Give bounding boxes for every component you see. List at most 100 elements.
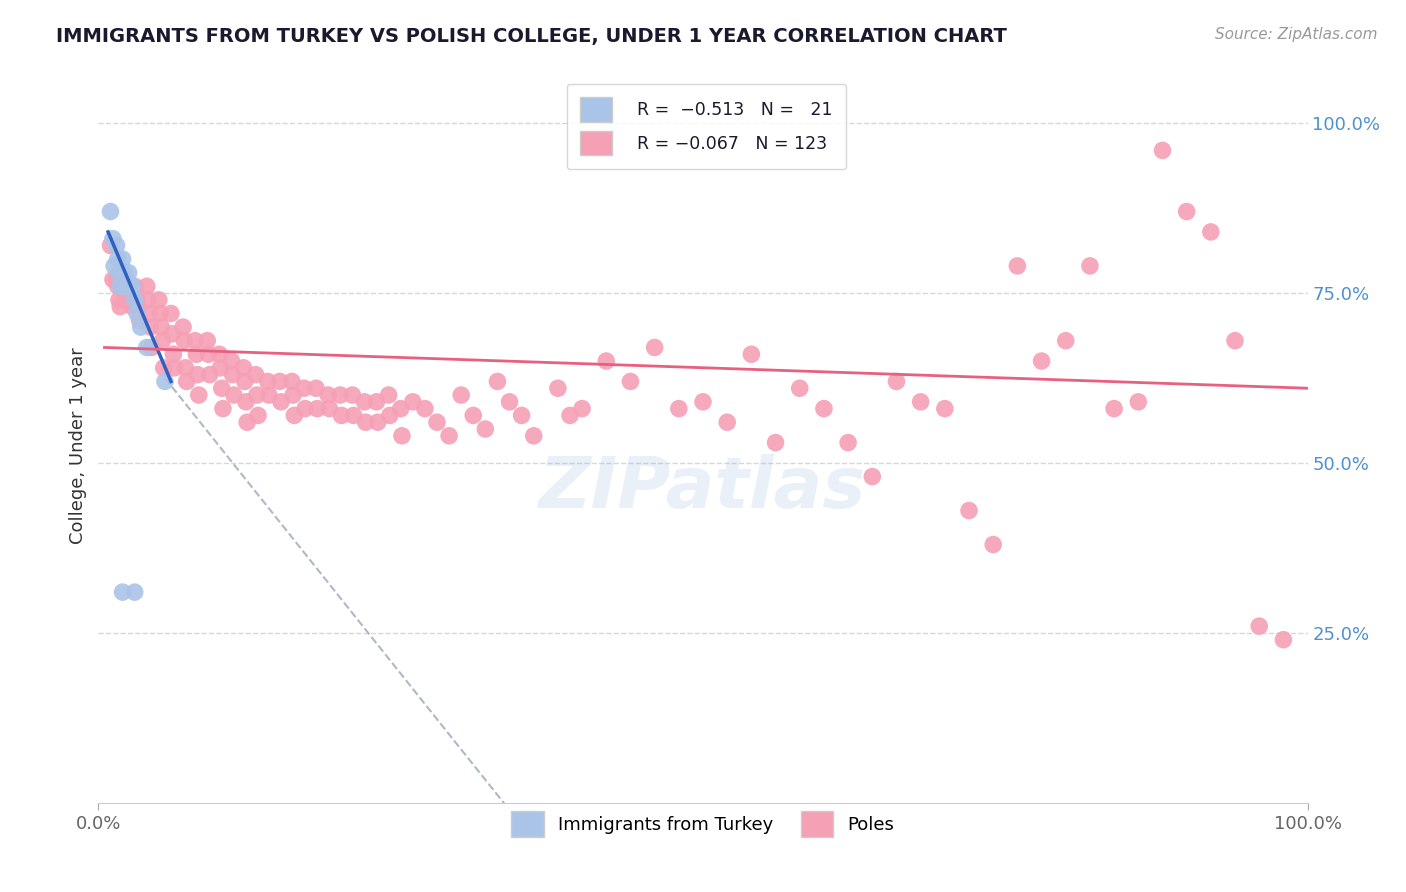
Point: [211, 381, 233, 395]
Point: [160, 326, 183, 341]
Point: [292, 381, 315, 395]
Point: [163, 360, 186, 375]
Point: [426, 415, 449, 429]
Point: [740, 347, 762, 361]
Point: [463, 409, 485, 423]
Point: [305, 381, 328, 395]
Point: [235, 394, 257, 409]
Text: IMMIGRANTS FROM TURKEY VS POLISH COLLEGE, UNDER 1 YEAR CORRELATION CHART: IMMIGRANTS FROM TURKEY VS POLISH COLLEGE…: [56, 27, 1007, 45]
Point: [153, 375, 176, 389]
Point: [765, 435, 787, 450]
Point: [111, 252, 134, 266]
Point: [112, 279, 135, 293]
Point: [114, 286, 136, 301]
Point: [118, 286, 141, 301]
Point: [114, 272, 136, 286]
Point: [118, 266, 141, 280]
Point: [366, 394, 388, 409]
Point: [281, 375, 304, 389]
Point: [668, 401, 690, 416]
Point: [111, 272, 134, 286]
Point: [330, 409, 353, 423]
Point: [377, 388, 399, 402]
Point: [197, 347, 219, 361]
Point: [789, 381, 811, 395]
Point: [111, 585, 134, 599]
Point: [692, 394, 714, 409]
Point: [886, 375, 908, 389]
Point: [139, 320, 162, 334]
Point: [342, 409, 364, 423]
Point: [910, 394, 932, 409]
Point: [981, 537, 1004, 551]
Point: [124, 293, 146, 307]
Point: [474, 422, 496, 436]
Y-axis label: College, Under 1 year: College, Under 1 year: [69, 348, 87, 544]
Point: [1054, 334, 1077, 348]
Point: [413, 401, 436, 416]
Point: [619, 375, 641, 389]
Point: [1128, 394, 1150, 409]
Point: [128, 313, 150, 327]
Point: [162, 347, 184, 361]
Point: [121, 300, 143, 314]
Point: [232, 360, 254, 375]
Point: [127, 293, 149, 307]
Point: [150, 320, 173, 334]
Point: [354, 415, 377, 429]
Point: [115, 293, 138, 307]
Point: [195, 334, 218, 348]
Point: [125, 286, 148, 301]
Point: [389, 401, 412, 416]
Point: [837, 435, 859, 450]
Point: [307, 401, 329, 416]
Point: [105, 238, 128, 252]
Point: [270, 394, 292, 409]
Point: [108, 293, 131, 307]
Point: [247, 409, 270, 423]
Point: [101, 232, 124, 246]
Point: [222, 388, 245, 402]
Point: [342, 388, 364, 402]
Point: [813, 401, 835, 416]
Point: [1007, 259, 1029, 273]
Point: [1272, 632, 1295, 647]
Point: [187, 388, 209, 402]
Point: [129, 320, 152, 334]
Point: [294, 401, 316, 416]
Point: [212, 401, 235, 416]
Point: [105, 272, 128, 286]
Point: [118, 279, 141, 293]
Point: [107, 252, 129, 266]
Point: [402, 394, 425, 409]
Point: [391, 429, 413, 443]
Point: [221, 368, 243, 382]
Point: [934, 401, 956, 416]
Point: [121, 279, 143, 293]
Point: [221, 354, 243, 368]
Point: [245, 368, 267, 382]
Point: [108, 300, 131, 314]
Point: [233, 375, 256, 389]
Point: [127, 306, 149, 320]
Point: [860, 469, 883, 483]
Point: [208, 347, 231, 361]
Point: [141, 341, 163, 355]
Point: [172, 320, 194, 334]
Point: [138, 306, 160, 320]
Point: [174, 360, 197, 375]
Point: [1223, 334, 1246, 348]
Point: [124, 279, 146, 293]
Point: [571, 401, 593, 416]
Point: [1175, 204, 1198, 219]
Point: [378, 409, 401, 423]
Point: [236, 415, 259, 429]
Point: [160, 306, 183, 320]
Point: [644, 341, 666, 355]
Point: [595, 354, 617, 368]
Text: Source: ZipAtlas.com: Source: ZipAtlas.com: [1215, 27, 1378, 42]
Point: [957, 503, 980, 517]
Point: [209, 360, 232, 375]
Point: [103, 259, 125, 273]
Point: [486, 375, 509, 389]
